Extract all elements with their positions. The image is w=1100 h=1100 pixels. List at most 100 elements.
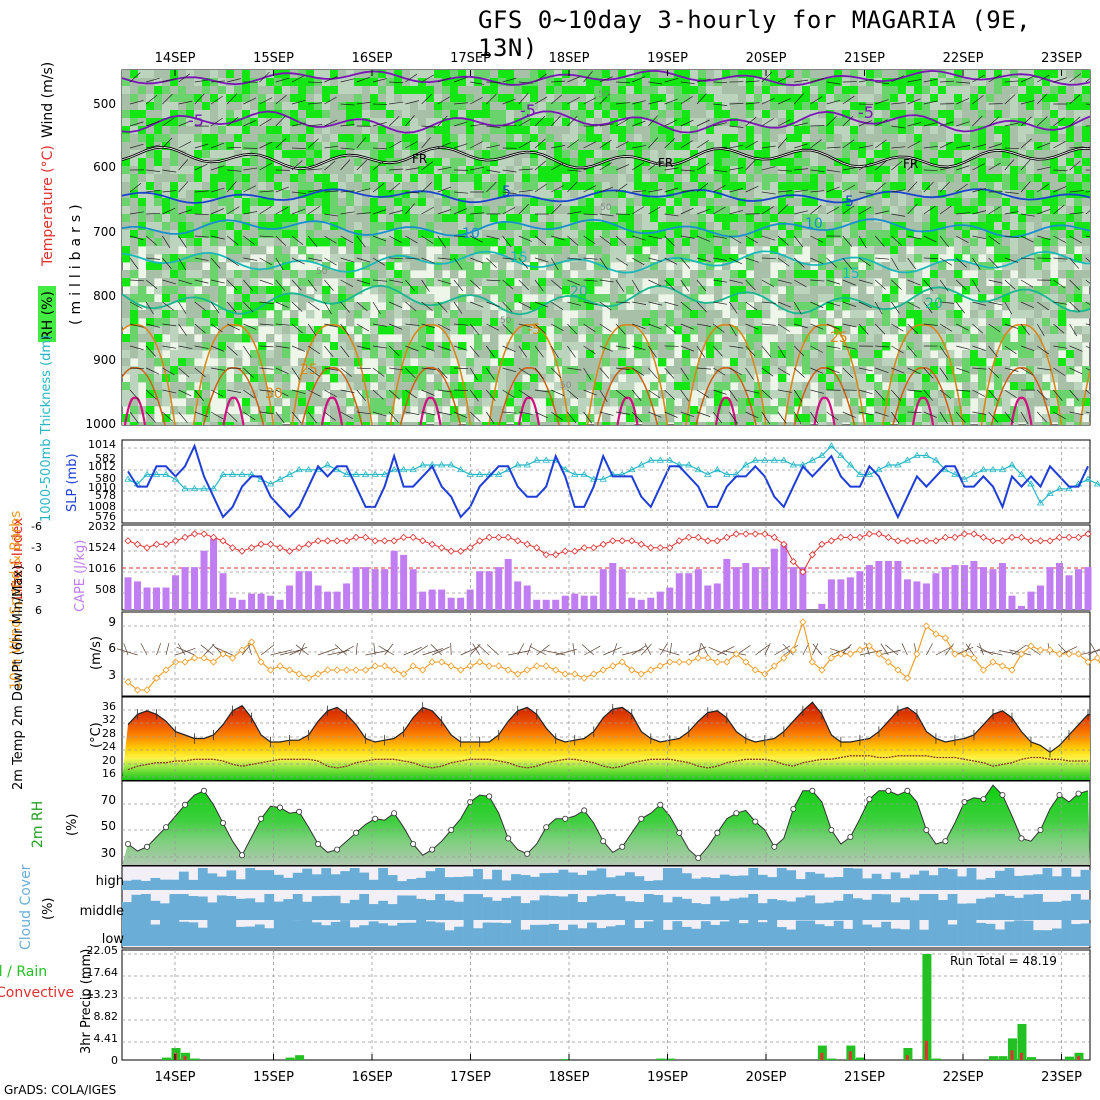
- rh-shading-cell: [562, 366, 571, 375]
- rh-shading-cell: [266, 374, 275, 383]
- rh-shading-cell: [330, 118, 339, 127]
- rh-shading-cell: [610, 78, 619, 87]
- rh-shading-cell: [250, 398, 259, 407]
- rh-shading-cell: [258, 118, 267, 127]
- rh-shading-cell: [554, 78, 563, 87]
- rh-shading-cell: [602, 86, 611, 95]
- rh-shading-cell: [722, 222, 731, 231]
- rh-shading-cell: [674, 110, 683, 119]
- rh-shading-cell: [234, 294, 243, 303]
- rh-shading-cell: [506, 134, 515, 143]
- rh-shading-cell: [130, 214, 139, 223]
- rh-shading-cell: [954, 102, 963, 111]
- rh-shading-cell: [522, 366, 531, 375]
- rh-shading-cell: [258, 270, 267, 279]
- rh-shading-cell: [402, 230, 411, 239]
- rh-shading-cell: [626, 70, 635, 79]
- rh-shading-cell: [874, 334, 883, 343]
- rh-shading-cell: [194, 406, 203, 415]
- rh-shading-cell: [834, 414, 843, 423]
- rh-shading-cell: [882, 174, 891, 183]
- rh-shading-cell: [418, 94, 427, 103]
- rh-shading-cell: [162, 262, 171, 271]
- rh-shading-cell: [706, 238, 715, 247]
- rh-shading-cell: [882, 294, 891, 303]
- rh-shading-cell: [146, 222, 155, 231]
- rh-shading-cell: [434, 238, 443, 247]
- rh-shading-cell: [234, 374, 243, 383]
- rh-shading-cell: [314, 270, 323, 279]
- wind-barb: [210, 208, 225, 215]
- rh-shading-cell: [258, 70, 267, 79]
- rh-shading-cell: [786, 350, 795, 359]
- rh-shading-cell: [202, 318, 211, 327]
- wind-barb: [227, 169, 242, 172]
- rh-shading-cell: [210, 310, 219, 319]
- rh-shading-cell: [130, 270, 139, 279]
- rh-shading-cell: [626, 406, 635, 415]
- rh-shading-cell: [738, 94, 747, 103]
- rh-shading-cell: [986, 206, 995, 215]
- rh-shading-cell: [842, 126, 851, 135]
- rh-shading-cell: [330, 350, 339, 359]
- rh-shading-cell: [626, 398, 635, 407]
- rh-shading-cell: [210, 110, 219, 119]
- rh-shading-cell: [498, 230, 507, 239]
- rh-shading-cell: [746, 110, 755, 119]
- rh-shading-cell: [538, 126, 547, 135]
- rh-shading-cell: [122, 214, 131, 223]
- rh-shading-cell: [162, 126, 171, 135]
- rh-shading-cell: [402, 422, 411, 425]
- rh-shading-cell: [146, 246, 155, 255]
- wind-barb: [178, 389, 192, 397]
- rh-shading-cell: [690, 350, 699, 359]
- rh-shading-cell: [602, 382, 611, 391]
- rh-shading-cell: [506, 374, 515, 383]
- rh-shading-cell: [138, 230, 147, 239]
- rh-shading-cell: [1058, 254, 1067, 263]
- rh-shading-cell: [378, 206, 387, 215]
- rh-shading-cell: [314, 238, 323, 247]
- rh-shading-cell: [522, 190, 531, 199]
- rh-shading-cell: [410, 126, 419, 135]
- rh-shading-cell: [130, 158, 139, 167]
- rh-shading-cell: [554, 86, 563, 95]
- wind-barb: [210, 301, 220, 314]
- rh-shading-cell: [866, 270, 875, 279]
- rh-shading-cell: [458, 310, 467, 319]
- rh-shading-cell: [970, 318, 979, 327]
- rh-shading-cell: [602, 270, 611, 279]
- rh-shading-cell: [138, 86, 147, 95]
- rh-shading-cell: [634, 198, 643, 207]
- rh-shading-cell: [738, 302, 747, 311]
- rh-shading-cell: [394, 198, 403, 207]
- wind-barb: [146, 257, 161, 260]
- rh-shading-cell: [218, 174, 227, 183]
- rh-shading-cell: [266, 134, 275, 143]
- rh-shading-cell: [250, 142, 259, 151]
- rh-shading-cell: [1042, 174, 1051, 183]
- rh-shading-cell: [506, 230, 515, 239]
- rh-shading-cell: [354, 382, 363, 391]
- rh-shading-cell: [858, 238, 867, 247]
- rh-shading-cell: [994, 86, 1003, 95]
- rh-shading-cell: [322, 406, 331, 415]
- rh-shading-cell: [810, 174, 819, 183]
- rh-shading-cell: [666, 86, 675, 95]
- rh-shading-cell: [1002, 350, 1011, 359]
- rh-shading-cell: [898, 118, 907, 127]
- rh-shading-cell: [458, 182, 467, 191]
- rh-shading-cell: [170, 382, 179, 391]
- rh-shading-cell: [946, 214, 955, 223]
- rh-shading-cell: [706, 342, 715, 351]
- rh-shading-cell: [250, 70, 259, 79]
- rh-shading-cell: [338, 102, 347, 111]
- rh-shading-cell: [666, 166, 675, 175]
- rh-shading-cell: [1010, 246, 1019, 255]
- rh-shading-cell: [450, 350, 459, 359]
- isotherm-25-lobe: [783, 324, 866, 425]
- rh-shading-cell: [370, 238, 379, 247]
- rh-shading-cell: [634, 230, 643, 239]
- rh-shading-cell: [874, 406, 883, 415]
- rh-shading-cell: [682, 246, 691, 255]
